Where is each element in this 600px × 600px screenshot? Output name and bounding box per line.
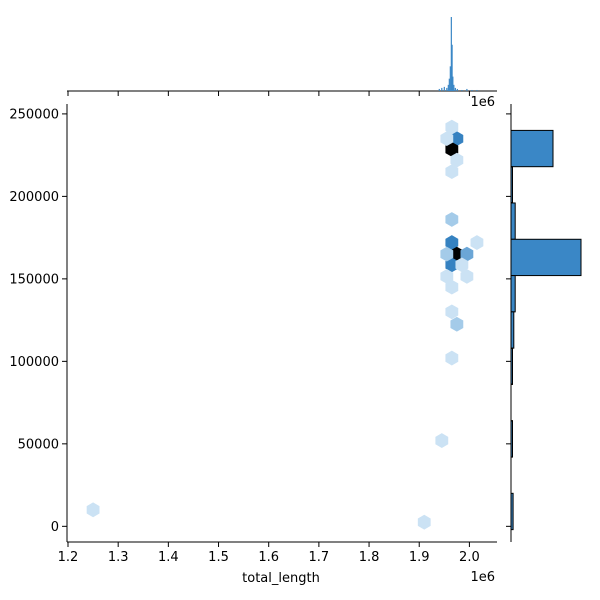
hexbin-cell [470, 235, 484, 250]
hexbin-cell [445, 119, 459, 135]
x-tick-label: 1.5 [208, 550, 229, 565]
top-marginal-histogram: 1e6 [67, 17, 497, 110]
hexbin-cell [86, 502, 100, 518]
top-marginal-bar [449, 66, 451, 91]
x-tick-label: 1.3 [108, 550, 129, 565]
top-marginal-bar [466, 88, 468, 91]
hexbin-cell [450, 152, 464, 168]
top-marginal-ticks [67, 91, 470, 96]
top-marginal-bar [471, 89, 473, 91]
x-axis-ticks: 1.2 1.3 1.4 1.5 1.6 1.7 1.8 1.9 2.0 [58, 542, 480, 565]
hexbin-cell [435, 433, 449, 448]
top-marginal-bar [453, 84, 455, 91]
hexbin-cell [460, 246, 474, 262]
hexbin-cell [460, 269, 474, 284]
hexbin-cells [86, 119, 484, 530]
top-marginal-bar [451, 44, 453, 91]
right-marginal-bar [510, 202, 516, 240]
top-marginal-bar [476, 89, 478, 91]
right-marginal-bar [510, 166, 513, 204]
x-tick-label: 2.0 [459, 550, 480, 565]
y-axis-ticks: 0 50000 100000 150000 200000 250000 [9, 107, 67, 535]
x-tick-label: 1.4 [158, 550, 179, 565]
x-tick-label: 1.9 [409, 550, 430, 565]
right-marginal-bar [510, 238, 582, 277]
right-marginal-ticks [506, 113, 511, 527]
y-tick-label: 250000 [9, 107, 59, 122]
hexbin-cell [445, 235, 459, 250]
top-marginal-bar [454, 87, 456, 91]
top-marginal-bars [438, 17, 478, 91]
hexbin-cell [440, 269, 454, 284]
hexbin-cell [445, 304, 459, 320]
top-marginal-bar [450, 17, 452, 91]
hexbin-cell [450, 131, 464, 147]
right-marginal-bar [510, 420, 513, 458]
y-tick-label: 50000 [18, 437, 59, 452]
hexbin-cell [445, 350, 459, 366]
right-marginal-bar [510, 311, 515, 349]
top-marginal-bar [447, 84, 449, 91]
x-tick-label: 1.8 [359, 550, 380, 565]
hexbin-cell [450, 246, 464, 262]
right-marginal-bar [510, 492, 514, 531]
top-marginal-bar [446, 87, 448, 91]
top-marginal-bar [443, 86, 445, 91]
hexbin-cell [445, 164, 459, 180]
y-tick-label: 0 [51, 520, 59, 535]
top-marginal-bar [456, 88, 458, 91]
y-tick-label: 200000 [9, 190, 59, 205]
hexbin-cell [450, 316, 464, 332]
hexbin-cell [445, 279, 459, 295]
x-axis-label: total_length [242, 571, 320, 586]
top-marginal-bar [438, 88, 440, 91]
y-tick-label: 100000 [9, 355, 59, 370]
right-marginal-bar [510, 275, 516, 313]
hexbin-cell [455, 257, 469, 273]
hexbin-cell [440, 131, 454, 147]
hexbin-cell [440, 246, 454, 262]
main-plot-area: 1.2 1.3 1.4 1.5 1.6 1.7 1.8 1.9 2.0 0 50000 100000… [9, 104, 497, 586]
top-marginal-offset-label: 1e6 [470, 95, 495, 110]
right-marginal-bar [510, 347, 513, 385]
y-tick-label: 150000 [9, 272, 59, 287]
top-marginal-bar [441, 87, 443, 91]
right-marginal-bars [510, 129, 582, 531]
x-tick-label: 1.6 [258, 550, 279, 565]
hexbin-cell [445, 257, 459, 273]
x-axis-offset-label: 1e6 [470, 570, 495, 585]
top-marginal-bar [461, 89, 463, 91]
x-tick-label: 1.7 [309, 550, 330, 565]
top-marginal-bar [452, 76, 454, 91]
hexbin-cell [445, 141, 459, 157]
right-marginal-bar [510, 129, 554, 168]
top-marginal-bar [448, 78, 450, 91]
hexbin-cell [445, 212, 459, 227]
hexbin-cell [417, 514, 431, 530]
right-marginal-histogram [506, 104, 582, 542]
x-tick-label: 1.2 [58, 550, 79, 565]
